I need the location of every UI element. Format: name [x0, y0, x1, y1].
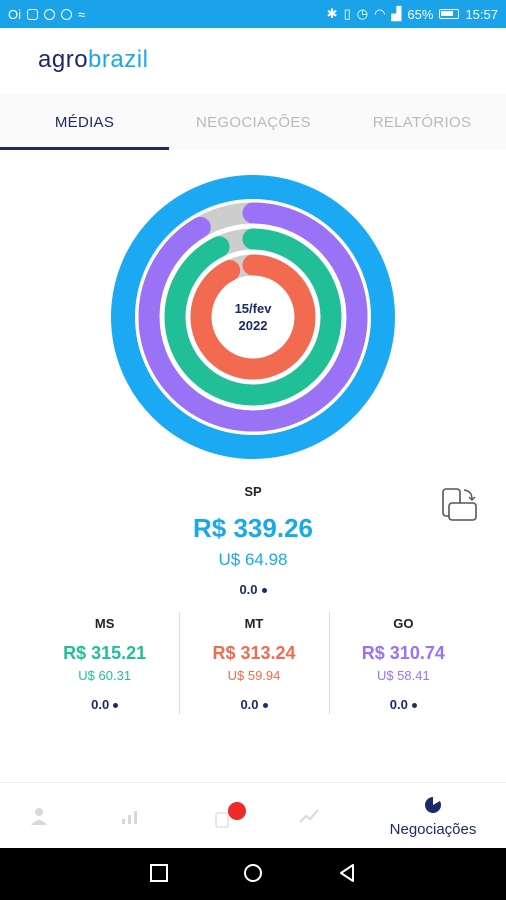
ring-ms [164, 228, 342, 406]
state-price-usd: U$ 59.94 [227, 668, 281, 683]
price-ring-chart[interactable]: 15/fev 2022 [110, 174, 396, 460]
state-column-ms[interactable]: MS R$ 315.21 U$ 60.31 0.0 [30, 610, 179, 714]
logo-part-agro: agro [38, 46, 89, 73]
main-price-brl: R$ 339.26 [193, 513, 313, 543]
tab-label: MÉDIAS [54, 113, 115, 131]
variation-dot-icon [262, 703, 268, 709]
bluetooth-icon: ✱ [326, 6, 338, 21]
nav-charts[interactable] [104, 783, 154, 849]
recent-apps-icon[interactable] [148, 862, 170, 884]
back-icon[interactable] [336, 862, 358, 884]
bar-chart-icon [122, 811, 137, 824]
active-tab-indicator [0, 147, 169, 150]
system-navigation-bar [0, 848, 506, 900]
ring-center-date: 15/fev 2022 [110, 174, 396, 460]
state-name: GO [393, 616, 414, 631]
home-icon[interactable] [242, 862, 264, 884]
signal-icon: ▟ [391, 6, 402, 21]
wifi-icon: ◠ [374, 6, 386, 21]
main-price-usd: U$ 64.98 [218, 550, 288, 569]
battery-icon [439, 9, 460, 19]
clock: 15:57 [465, 6, 498, 22]
tab-label: RELATÓRIOS [372, 113, 472, 131]
state-name: MT [244, 616, 264, 631]
ring-go [138, 202, 368, 432]
tab-bar: MÉDIAS NEGOCIAÇÕES RELATÓRIOS [0, 94, 506, 150]
vibrate-icon: ▯ [343, 6, 351, 21]
state-price-usd: U$ 58.41 [376, 668, 430, 683]
ring-sp [111, 175, 395, 459]
tab-relatorios[interactable]: RELATÓRIOS [338, 94, 506, 150]
status-bar: Oi ≈ ✱ ▯ ◷ ◠ ▟ 65% 15:57 [0, 0, 506, 28]
nav-label-negociacoes: Negociações [389, 820, 477, 838]
whatsapp-icon [61, 8, 72, 20]
nav-notifications[interactable] [200, 783, 260, 849]
sim-icon [27, 8, 38, 20]
variation-dot-icon [411, 703, 417, 709]
trend-icon [299, 809, 319, 823]
state-price-brl: R$ 313.24 [212, 643, 296, 663]
ring-svg [111, 175, 395, 459]
main-state-name: SP [244, 484, 262, 499]
carrier-label: Oi [8, 6, 21, 22]
logo-part-brazil: brazil [88, 46, 149, 73]
notification-icon [215, 802, 246, 828]
state-price-brl: R$ 315.21 [63, 643, 147, 663]
main-variation: 0.0 [0, 582, 506, 597]
state-price-brl: R$ 310.74 [361, 643, 445, 663]
alarm-icon: ◷ [356, 6, 369, 21]
state-columns: MS R$ 315.21 U$ 60.31 0.0 MT R$ 313.24 U… [30, 610, 478, 714]
state-variation: 0.0 [30, 697, 179, 712]
state-price-usd: U$ 60.31 [78, 668, 132, 683]
app-header: agrobrazil [0, 28, 506, 94]
state-variation: 0.0 [329, 697, 478, 712]
ring-mt [190, 254, 316, 380]
app-notification-icon [44, 8, 55, 20]
state-name: MS [94, 616, 115, 631]
main-state-panel: SP R$ 339.26 U$ 64.98 0.0 [0, 484, 506, 597]
profile-icon [31, 808, 47, 825]
variation-dot-icon [113, 703, 119, 709]
tab-negociacoes[interactable]: NEGOCIAÇÕES [169, 94, 338, 150]
state-column-mt[interactable]: MT R$ 313.24 U$ 59.94 0.0 [179, 610, 328, 714]
variation-value: 0.0 [240, 697, 259, 712]
state-column-go[interactable]: GO R$ 310.74 U$ 58.41 0.0 [328, 610, 478, 714]
bottom-navigation: Negociações [0, 782, 506, 849]
nav-profile[interactable] [14, 783, 64, 849]
variation-value: 0.0 [389, 697, 408, 712]
variation-value: 0.0 [239, 582, 258, 597]
tab-label: NEGOCIAÇÕES [196, 113, 311, 131]
variation-dot-icon [261, 588, 267, 594]
nav-trends[interactable] [284, 783, 334, 849]
wifi-alt-icon: ≈ [78, 6, 86, 22]
date-day-month: 15/fev [234, 301, 272, 316]
compare-icon[interactable] [440, 486, 478, 522]
nav-negociacoes[interactable]: Negociações [378, 783, 488, 849]
negotiations-icon [425, 796, 441, 813]
app-logo: agrobrazil [38, 46, 148, 74]
variation-value: 0.0 [91, 697, 110, 712]
tab-medias[interactable]: MÉDIAS [0, 94, 169, 150]
date-year: 2022 [238, 318, 268, 333]
state-variation: 0.0 [179, 697, 328, 712]
battery-percent: 65% [407, 6, 434, 22]
